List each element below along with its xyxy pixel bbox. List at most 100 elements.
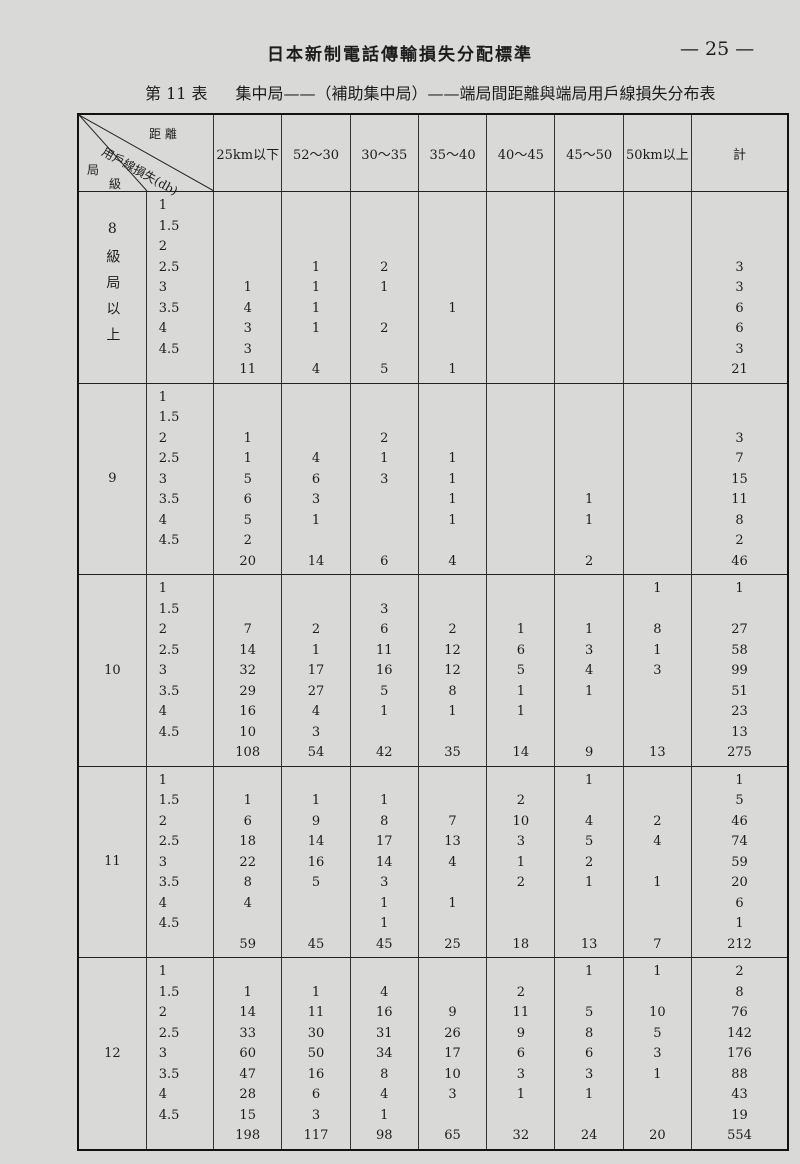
db-value: 1 [158,198,168,213]
subtotal-cell: 46 [731,553,748,569]
count-cell [555,579,622,600]
subtotal-cell [624,360,691,381]
count-cell [555,791,622,812]
db-value: 4.5 [158,724,180,740]
count-cell [692,600,787,621]
grade-section: 9 1 1.5 2 2.5 3 3.5 4 4.5 1 1 5 6 5 2 20 4 6 3 1 14 2 1 3 6 1 1 1 1 4… [77,383,788,575]
subtotal-cell: 21 [731,362,748,377]
distance-column: 1 9 14 16 5 45 [281,766,351,958]
count-cell: 1 [243,793,252,808]
distance-column: 4 16 31 34 8 4 1 98 [349,957,419,1150]
count-cell: 1 [380,895,389,911]
count-cell [555,319,622,340]
count-cell: 4 [380,1087,389,1102]
count-cell [282,894,349,915]
count-cell: 26 [444,1025,461,1041]
db-value: 1 [158,772,168,788]
subtotal-cell: 6 [380,553,389,569]
subtotal-cell: 20 [239,553,256,569]
db-value: 4 [158,321,168,336]
count-cell: 3 [516,834,525,849]
count-cell: 4 [584,813,594,829]
grade-section: 10 1 1.5 2 2.5 3 3.5 4 4.5 7 14 32 29 16 10 108 2 1 17 27 4 3… [77,574,788,767]
subtotal-cell [487,552,554,573]
count-cell: 3 [653,663,662,678]
count-cell: 5 [243,471,252,487]
subtotal-cell: 14 [512,745,530,760]
column-header-distance: 40～45 [486,114,555,192]
count-cell: 1 [380,280,389,295]
count-cell [624,388,691,409]
db-column: 1 1.5 2 2.5 3 3.5 4 4.5 [145,957,214,1150]
subtotal-cell: 20 [649,1128,666,1143]
count-cell [624,702,691,723]
count-cell: 8 [448,683,457,699]
db-value: 4.5 [158,1107,180,1123]
count-cell: 1 [448,895,457,911]
db-value: 1.5 [158,410,180,425]
count-cell: 1 [653,875,662,890]
count-cell [487,449,554,470]
count-cell: 3 [311,492,321,507]
count-cell: 8 [380,813,389,829]
count-cell: 1 [584,492,594,507]
count-cell: 1 [584,875,594,890]
db-value: 3 [158,1046,168,1061]
db-value: 2.5 [158,642,180,658]
count-cell [214,962,281,983]
count-cell: 3 [243,341,252,357]
count-cell: 51 [731,683,748,699]
count-cell [692,237,787,258]
count-cell [282,388,349,409]
count-cell [351,388,418,409]
count-cell [214,388,281,409]
grade-label: 9 [108,471,117,487]
count-cell [692,408,787,429]
count-cell [624,340,691,361]
count-cell: 1 [243,984,252,1000]
count-cell [624,278,691,299]
count-cell [351,217,418,238]
count-cell [214,600,281,621]
count-cell: 1 [584,512,594,528]
distance-column [622,383,692,575]
count-cell [555,600,622,621]
count-cell: 2 [516,875,525,890]
count-cell: 6 [243,492,252,507]
db-value: 2.5 [158,1025,180,1041]
count-cell: 1 [584,1087,594,1102]
count-cell [487,217,554,238]
count-cell: 1 [448,471,457,487]
count-cell: 32 [239,663,256,678]
count-cell: 1 [584,683,594,699]
count-cell: 1 [448,704,457,719]
count-cell: 1 [516,1087,525,1102]
distance-column: 1 6 5 1 1 14 [486,574,555,767]
db-value: 4.5 [158,916,180,931]
count-cell [624,600,691,621]
column-header-distance: 45～50 [554,114,624,192]
grade-cell: 8級局以上 [77,191,147,384]
running-title: 日本新制電話傳輸損失分配標準 [267,45,533,65]
count-cell [487,511,554,532]
count-cell [555,702,622,723]
count-cell: 3 [735,259,744,275]
count-cell [351,299,418,320]
count-cell [624,531,691,552]
table-title: 集中局——（補助集中局）——端局間距離與端局用戶線損失分布表 [235,84,716,103]
count-cell: 1 [448,451,457,466]
count-cell: 6 [584,1046,594,1061]
count-cell: 43 [731,1087,748,1102]
count-cell: 20 [731,875,748,890]
count-cell: 1 [735,581,744,596]
count-cell [282,962,349,983]
db-value: 3.5 [158,300,180,316]
distance-column: 1 11 30 50 16 6 3 117 [281,957,351,1150]
count-cell: 13 [444,834,461,849]
count-cell [555,470,622,491]
count-cell [282,771,349,792]
count-cell: 6 [516,1046,525,1061]
count-cell [487,962,554,983]
subtotal-cell: 13 [580,936,598,952]
subtotal-cell: 45 [375,936,393,952]
